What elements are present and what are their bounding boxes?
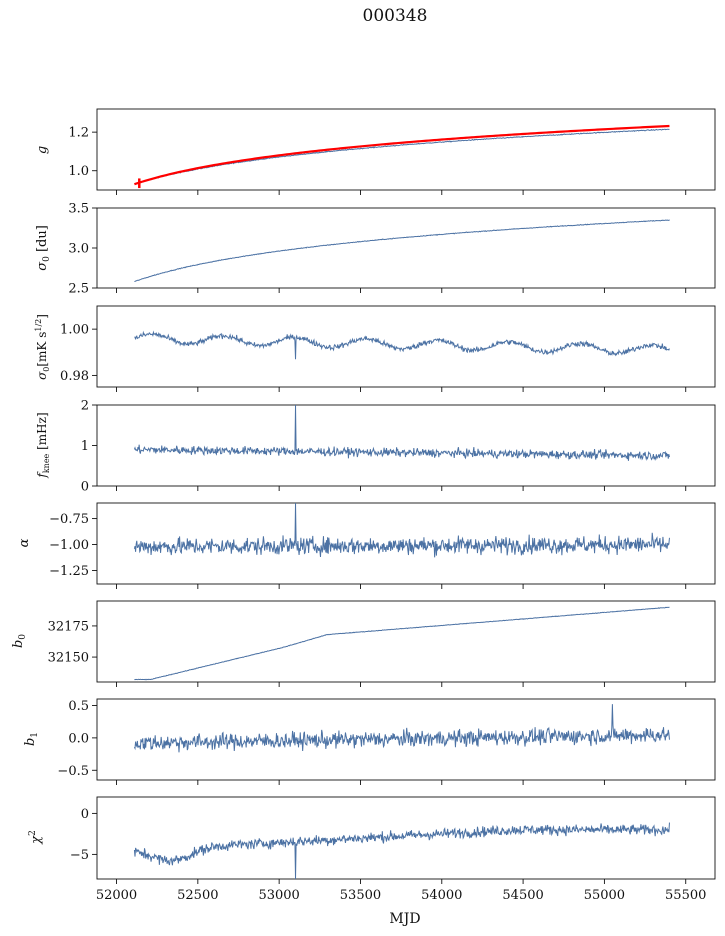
x-tick-label: 53000 (258, 888, 299, 903)
y-tick-label-sigma0mk: 1.00 (60, 323, 89, 338)
panel-g: g 1.0 1.2 (35, 108, 716, 195)
y-tick-label-alpha: −0.75 (49, 512, 89, 527)
axes-frame-chi2 (96, 796, 716, 880)
series-line-sigma0du (134, 219, 670, 283)
panel-sigma0mk: σ0[mK s1/2] 0.98 1.00 (34, 305, 716, 392)
y-tick-label-chi2: 0 (81, 807, 89, 822)
x-tick-label: 53500 (340, 888, 381, 903)
x-tick-label: 52500 (177, 888, 218, 903)
axes-frame-g (96, 108, 716, 191)
y-tick-label-b1: 0.0 (68, 731, 89, 746)
y-tick-label-sigma0du: 2.5 (68, 282, 89, 297)
axes-frame-sigma0du (96, 207, 716, 289)
series-line-alpha (133, 503, 670, 558)
axes-frame-b0 (96, 600, 716, 683)
y-tick-label-sigma0du: 3.5 (68, 202, 89, 217)
ylabel-fknee: fknee [mHz] (35, 412, 51, 478)
y-tick-label-fknee: 0 (81, 480, 89, 495)
y-tick-label-b1: 0.5 (68, 699, 89, 714)
y-tick-label-g: 1.2 (68, 126, 89, 141)
series-line-b0 (134, 606, 670, 681)
panel-alpha: α −1.25 −1.00 −0.75 (17, 502, 716, 589)
y-tick-label-b0: 32175 (48, 619, 89, 634)
panel-b0: b0 32150 32175 (11, 600, 716, 687)
x-tick-label: 54500 (502, 888, 543, 903)
y-tick-label-g: 1.0 (68, 164, 89, 179)
axes-frame-b1 (96, 698, 716, 781)
panel-fknee: fknee [mHz] 0 1 2 (35, 399, 716, 495)
ylabel-chi2: χ2 (28, 830, 44, 845)
y-tick-label-chi2: −5 (70, 848, 89, 863)
ylabel-sigma0du: σ0 [du] (35, 225, 52, 271)
y-tick-label-sigma0du: 3.0 (68, 242, 89, 257)
panel-chi2: χ2 52000 52500 53000 53500 54000 54500 55000 55… (28, 796, 716, 903)
axes-frame-fknee (96, 404, 716, 487)
x-tick-label: 55000 (584, 888, 625, 903)
panel-sigma0du: σ0 [du] 2.5 3.0 3.5 (35, 202, 716, 297)
y-tick-label-b0: 32150 (48, 651, 89, 666)
axes-frame-sigma0mk (96, 305, 716, 388)
ylabel-alpha: α (17, 538, 32, 547)
y-tick-label-b1: −0.5 (57, 764, 89, 779)
x-axis-label: MJD (389, 911, 420, 927)
y-tick-label-alpha: −1.00 (49, 538, 89, 553)
series-line-fknee (133, 405, 670, 462)
axes-frame-alpha (96, 502, 716, 585)
x-tick-label: 54000 (421, 888, 462, 903)
y-tick-label-alpha: −1.25 (49, 564, 89, 579)
series-line-g (134, 128, 670, 185)
ylabel-b0: b0 (11, 634, 28, 648)
x-tick-label: 55500 (665, 888, 706, 903)
x-tick-label: 52000 (96, 888, 137, 903)
series-line-chi2 (133, 822, 670, 879)
fit-line-g (134, 124, 670, 186)
series-line-b1 (133, 704, 670, 753)
ylabel-sigma0mk: σ0[mK s1/2] (34, 314, 51, 380)
ylabel-b1: b1 (23, 732, 40, 746)
figure-title: 000348 (362, 6, 428, 26)
series-line-sigma0mk (134, 330, 670, 360)
panel-b1: b1 −0.5 0.0 0.5 (23, 698, 716, 785)
y-tick-label-fknee: 2 (81, 399, 89, 414)
ylabel-g: g (35, 146, 50, 154)
y-tick-label-fknee: 1 (81, 439, 89, 454)
y-tick-label-sigma0mk: 0.98 (60, 369, 89, 384)
